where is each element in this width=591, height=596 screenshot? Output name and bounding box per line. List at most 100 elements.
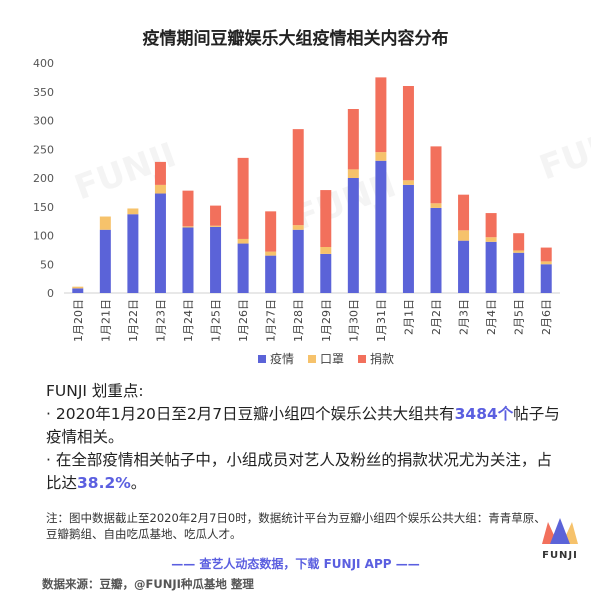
y-tick-label: 50 [40,258,54,271]
bars [72,77,552,293]
bar-疫情-1月25日 [210,226,222,293]
bar-捐款-1月30日 [347,109,359,170]
bar-捐款-1月28日 [292,129,304,226]
x-tick-label: 1月22日 [127,299,140,342]
y-tick-label: 0 [47,287,54,300]
x-tick-label: 1月31日 [375,299,388,342]
bar-口罩-2月3日 [458,230,470,241]
x-tick-label: 1月23日 [154,299,167,342]
bar-疫情-1月22日 [127,214,139,293]
y-tick-label: 200 [33,172,54,185]
bar-疫情-2月3日 [458,240,470,293]
key-point-1: · 2020年1月20日至2月7日豆瓣小组四个娱乐公共大组共有3484个帖子与疫… [46,403,566,449]
bar-口罩-1月24日 [182,226,194,228]
funji-logo: FUNJI [538,518,582,561]
bar-捐款-2月5日 [513,233,525,251]
bar-疫情-2月6日 [540,264,552,293]
bar-口罩-1月23日 [154,184,166,194]
bar-捐款-2月1日 [402,86,414,181]
legend-swatch-捐款 [358,355,366,363]
bar-口罩-2月1日 [402,180,414,185]
bar-疫情-1月23日 [154,193,166,293]
bar-口罩-1月20日 [72,286,84,289]
footnote: 注：图中数据截止至2020年2月7日0时，数据统计平台为豆瓣小组四个娱乐公共大组… [46,511,546,541]
bar-口罩-1月31日 [375,152,387,161]
key-points: FUNJI 划重点: · 2020年1月20日至2月7日豆瓣小组四个娱乐公共大组… [46,380,566,495]
y-tick-label: 300 [33,115,54,128]
x-tick-label: 2月1日 [402,299,415,335]
bar-疫情-1月21日 [99,229,111,293]
y-tick-label: 150 [33,201,54,214]
key-point-2: · 在全部疫情相关帖子中，小组成员对艺人及粉丝的捐款状况尤为关注，占比达38.2… [46,449,566,495]
bar-口罩-1月21日 [99,216,111,230]
bar-疫情-2月5日 [513,252,525,293]
x-tick-label: 1月25日 [210,299,223,342]
bar-疫情-2月1日 [402,184,414,293]
bar-捐款-2月6日 [540,247,552,262]
y-tick-label: 100 [33,230,54,243]
bar-疫情-1月31日 [375,160,387,293]
x-tick-label: 2月5日 [513,299,526,335]
chart-title: 疫情期间豆瓣娱乐大组疫情相关内容分布 [142,29,449,49]
bar-疫情-1月20日 [72,288,84,293]
y-tick-label: 400 [33,57,54,70]
bar-口罩-1月27日 [265,251,277,256]
x-tick-label: 1月30日 [347,299,360,342]
bar-捐款-1月29日 [320,190,332,247]
key-point-1-text: · 2020年1月20日至2月7日豆瓣小组四个娱乐公共大组共有 [46,405,455,423]
key-point-1-highlight: 3484个 [454,405,514,423]
x-tick-label: 1月20日 [72,299,85,342]
key-point-2-tail: 。 [130,474,147,492]
x-tick-label: 1月24日 [182,299,195,342]
bar-口罩-1月29日 [320,247,332,254]
x-tick-label: 1月21日 [99,299,112,342]
bar-口罩-2月4日 [485,237,497,242]
x-tick-label: 1月29日 [320,299,333,342]
x-tick-label: 1月28日 [292,299,305,342]
legend-label-疫情: 疫情 [270,351,294,366]
bar-捐款-1月25日 [210,205,222,226]
x-tick-label: 2月3日 [458,299,471,335]
bar-疫情-1月26日 [237,243,249,293]
bar-疫情-2月4日 [485,241,497,293]
bar-捐款-2月4日 [485,213,497,238]
legend-label-口罩: 口罩 [320,352,344,366]
bar-捐款-2月3日 [458,194,470,231]
bar-口罩-2月5日 [513,250,525,253]
legend: 疫情 口罩 捐款 [258,351,394,366]
bar-口罩-1月25日 [210,225,222,227]
x-tick-label: 2月4日 [485,299,498,335]
crown-icon [542,518,578,544]
legend-swatch-口罩 [308,355,316,363]
bar-疫情-1月24日 [182,227,194,293]
bar-疫情-1月29日 [320,253,332,293]
key-points-heading: FUNJI 划重点: [46,382,144,400]
bar-口罩-1月22日 [127,208,139,215]
bar-疫情-1月30日 [347,178,359,293]
bar-捐款-2月2日 [430,146,442,204]
x-axis: 1月20日 1月21日 1月22日 1月23日 1月24日 1月25日 1月26日 1月27日… [72,299,553,342]
bar-口罩-2月2日 [430,203,442,208]
bar-疫情-1月27日 [265,255,277,293]
legend-label-捐款: 捐款 [370,352,394,366]
bar-捐款-1月23日 [154,161,166,185]
data-source: 数据来源：豆瓣，@FUNJI种瓜基地 整理 [42,577,254,591]
key-point-2-text: · 在全部疫情相关帖子中，小组成员对艺人及粉丝的捐款状况尤为关注，占比达 [46,451,552,492]
bar-捐款-1月24日 [182,190,194,227]
x-tick-label: 1月27日 [265,299,278,342]
bar-口罩-1月26日 [237,238,249,244]
key-point-1-tail: 帖子与疫情相关。 [46,405,560,446]
key-point-2-highlight: 38.2% [77,474,131,492]
x-tick-label: 2月2日 [430,299,443,335]
bar-捐款-1月27日 [265,211,277,252]
bar-口罩-1月28日 [292,225,304,230]
y-tick-label: 250 [33,143,54,156]
logo-text: FUNJI [542,550,578,561]
bar-捐款-1月31日 [375,77,387,153]
y-tick-label: 350 [33,86,54,99]
legend-swatch-疫情 [258,355,266,363]
download-app-link[interactable]: —— 查艺人动态数据，下载 FUNJI APP —— [171,557,420,571]
bar-疫情-1月28日 [292,229,304,293]
y-axis: 0 50 100 150 200 250 300 350 400 [33,57,560,300]
